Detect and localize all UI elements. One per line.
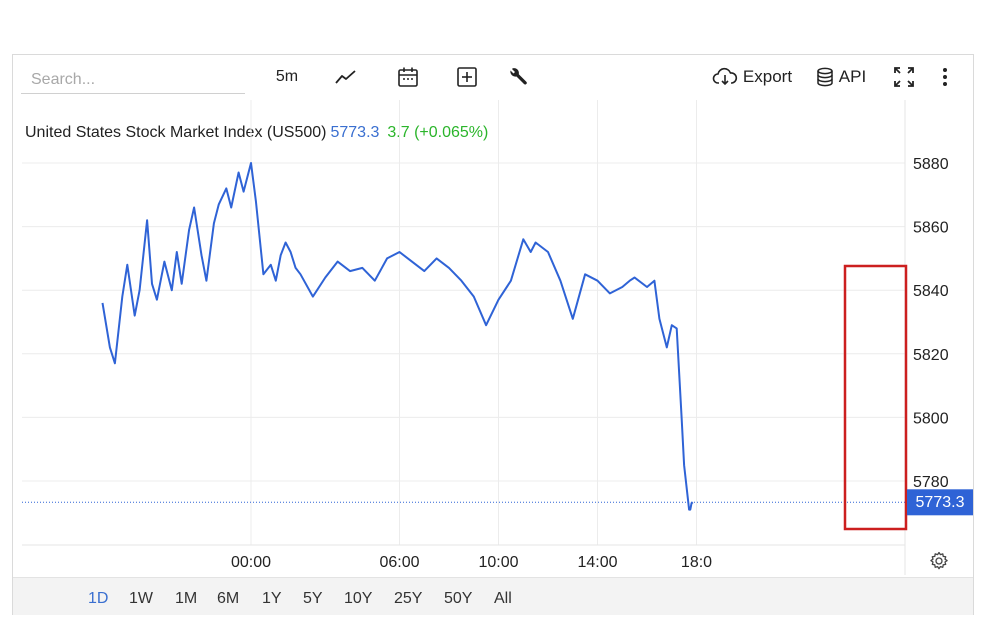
calendar-icon	[397, 66, 419, 88]
gear-icon[interactable]	[929, 551, 949, 571]
y-tick-label: 5840	[913, 283, 949, 300]
wrench-icon	[508, 66, 530, 88]
y-axis: 5780 5800 5820 5840 5860 5880	[913, 156, 949, 491]
last-price-label: 5773.3	[916, 494, 965, 511]
export-button[interactable]: Export	[711, 64, 793, 90]
api-label: API	[838, 67, 867, 86]
period-button-1w[interactable]: 1W	[129, 590, 153, 607]
interval-selector-button[interactable]: 5m	[270, 64, 304, 90]
search-input[interactable]	[21, 66, 245, 94]
instrument-price: 5773.3	[330, 124, 380, 141]
fullscreen-button[interactable]	[892, 64, 916, 90]
period-button-1m[interactable]: 1M	[175, 590, 198, 607]
cloud-download-icon	[712, 67, 738, 87]
chart-settings-tool-button[interactable]	[508, 64, 530, 90]
period-button-1d[interactable]: 1D	[88, 590, 109, 607]
period-bar	[13, 577, 973, 615]
period-button-6m[interactable]: 6M	[217, 590, 240, 607]
more-vertical-icon	[942, 67, 948, 87]
vertical-gridlines	[250, 100, 697, 545]
x-tick-label: 10:00	[478, 554, 518, 571]
api-button[interactable]: API	[815, 64, 867, 90]
period-button-all[interactable]: All	[494, 590, 512, 607]
database-icon	[816, 67, 834, 87]
x-tick-label: 18:0	[681, 554, 712, 571]
y-tick-label: 5780	[913, 474, 949, 491]
line-chart-icon	[334, 68, 358, 86]
x-axis: 00:00 06:00 10:00 14:00 18:0	[231, 554, 712, 571]
period-button-5y[interactable]: 5Y	[303, 590, 323, 607]
period-button-25y[interactable]: 25Y	[394, 590, 423, 607]
calendar-button[interactable]	[396, 64, 420, 90]
y-tick-label: 5820	[913, 347, 949, 364]
highlight-box	[843, 264, 908, 531]
chart-type-button[interactable]	[333, 64, 359, 90]
price-change: 3.7 (+0.065%)	[387, 124, 489, 141]
add-indicator-button[interactable]	[456, 64, 478, 90]
horizontal-gridlines	[22, 162, 905, 482]
chart-widget-frame	[12, 54, 974, 615]
y-tick-label: 5860	[913, 220, 949, 237]
y-tick-label: 5880	[913, 156, 949, 173]
export-label: Export	[742, 67, 793, 86]
period-button-50y[interactable]: 50Y	[444, 590, 473, 607]
last-price-tag: 5773.3	[907, 489, 973, 516]
more-options-button[interactable]	[937, 64, 953, 90]
x-tick-label: 00:00	[231, 554, 271, 571]
period-button-10y[interactable]: 10Y	[344, 590, 373, 607]
interval-label: 5m	[275, 68, 299, 85]
y-tick-label: 5800	[913, 410, 949, 427]
x-tick-label: 14:00	[577, 554, 617, 571]
last-price-tag-bg	[907, 489, 973, 516]
plus-square-icon	[456, 66, 478, 88]
fullscreen-icon	[893, 66, 915, 88]
series-line	[101, 162, 694, 511]
period-button-1y[interactable]: 1Y	[262, 590, 282, 607]
x-tick-label: 06:00	[379, 554, 419, 571]
